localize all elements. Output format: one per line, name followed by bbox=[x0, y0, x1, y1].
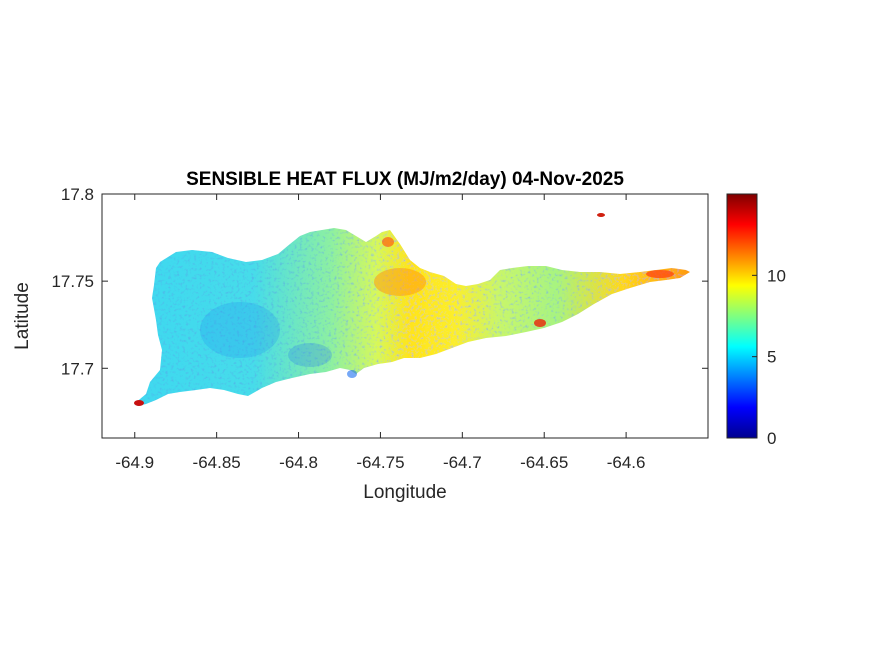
colorbar-tick-label: 0 bbox=[767, 429, 776, 448]
x-tick-label: -64.7 bbox=[443, 453, 482, 472]
y-tick-label: 17.7 bbox=[61, 359, 94, 378]
x-axis-label: Longitude bbox=[363, 482, 446, 503]
x-tick-label: -64.8 bbox=[279, 453, 318, 472]
x-tick-label: -64.6 bbox=[607, 453, 646, 472]
hotspot-central bbox=[374, 268, 426, 296]
y-axis: 17.7 17.75 17.8 bbox=[51, 185, 708, 378]
hotspot-north-peak bbox=[382, 237, 394, 247]
plot-area bbox=[134, 213, 690, 406]
x-tick-label: -64.9 bbox=[115, 453, 154, 472]
coldspot-south-bay bbox=[347, 370, 357, 378]
coldspot-west-2 bbox=[288, 343, 332, 367]
chart-title: SENSIBLE HEAT FLUX (MJ/m2/day) 04-Nov-20… bbox=[186, 169, 624, 190]
hotspot-southwest-tip bbox=[134, 400, 144, 406]
coldspot-west-1 bbox=[200, 302, 280, 358]
x-tick-label: -64.65 bbox=[520, 453, 568, 472]
colorbar: 0 5 10 bbox=[726, 193, 786, 448]
hotspot-east-tip bbox=[646, 270, 674, 278]
x-axis: -64.9 -64.85 -64.8 -64.75 -64.7 -64.65 -64.6 bbox=[115, 194, 645, 472]
small-cay bbox=[597, 213, 605, 217]
x-tick-label: -64.85 bbox=[193, 453, 241, 472]
colorbar-gradient bbox=[726, 193, 758, 439]
colorbar-ticks: 0 5 10 bbox=[752, 266, 786, 448]
y-tick-label: 17.8 bbox=[61, 185, 94, 204]
colorbar-tick-label: 5 bbox=[767, 348, 776, 367]
plot-frame bbox=[101, 193, 709, 439]
x-tick-label: -64.75 bbox=[356, 453, 404, 472]
island-heatmap bbox=[134, 228, 690, 406]
colorbar-tick-label: 10 bbox=[767, 266, 786, 285]
y-tick-label: 17.75 bbox=[51, 272, 94, 291]
y-axis-label: Latitude bbox=[12, 282, 33, 350]
hotspot-south-coast bbox=[534, 319, 546, 327]
